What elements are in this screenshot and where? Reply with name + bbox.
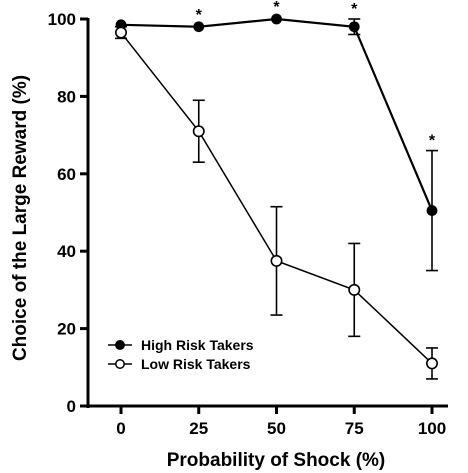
y-tick-label: 60: [57, 165, 76, 184]
y-tick-label: 20: [57, 320, 76, 339]
significance-asterisk: *: [196, 7, 203, 24]
y-tick-label: 40: [57, 242, 76, 261]
high-risk-point: [426, 205, 438, 216]
high-risk-point: [348, 21, 360, 33]
low-risk-point: [115, 26, 128, 39]
low-risk-point: [270, 254, 283, 267]
x-axis-title: Probability of Shock (%): [167, 450, 386, 471]
significance-asterisk: *: [351, 1, 358, 18]
high-risk-point: [193, 21, 205, 33]
x-tick-label: 0: [116, 419, 125, 438]
low-risk-point: [425, 357, 438, 370]
y-tick-label: 0: [67, 397, 76, 416]
x-tick-label: 75: [345, 419, 364, 438]
error-bars: [115, 18, 438, 380]
legend-marker-high: [115, 340, 125, 350]
x-tick-label: 25: [189, 419, 208, 438]
low-risk-point: [192, 125, 205, 138]
axes: [86, 18, 448, 408]
data-markers: [115, 13, 438, 370]
y-ticks: 0 20 40 60 80 100: [48, 10, 88, 416]
x-tick-label: 100: [418, 419, 446, 438]
legend: High Risk Takers Low Risk Takers: [108, 337, 254, 372]
significance-asterisk: *: [273, 0, 280, 16]
legend-marker-low: [115, 359, 125, 369]
y-axis-title: Choice of the Large Reward (%): [10, 75, 31, 361]
x-tick-label: 50: [267, 419, 286, 438]
significance-asterisk: *: [429, 133, 436, 150]
y-tick-label: 100: [48, 10, 76, 29]
x-ticks: 0 25 50 75 100: [116, 406, 446, 438]
high-risk-point: [271, 13, 282, 25]
significance-marks: * * * *: [196, 0, 436, 150]
y-tick-label: 80: [57, 87, 76, 106]
legend-label-high: High Risk Takers: [141, 337, 254, 353]
legend-label-low: Low Risk Takers: [141, 356, 251, 372]
series-line-high-risk: [120, 17, 434, 211]
low-risk-point: [348, 283, 361, 296]
